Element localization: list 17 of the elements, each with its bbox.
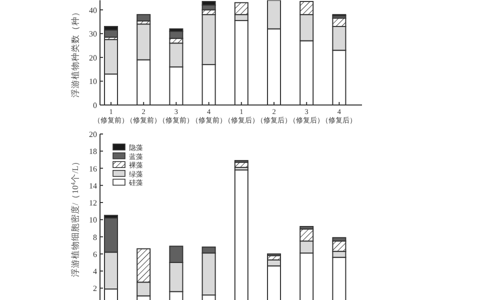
y-axis-title: 浮游植物种类数（种） [70,8,80,98]
y-tick-label: 4 [93,267,97,276]
y-tick-label: 14 [89,181,97,190]
y-tick-label: 30 [89,30,97,39]
y-tick-label: 18 [89,147,97,156]
y-tick-label: 40 [89,6,97,15]
y-tick-label: 16 [89,164,97,174]
y-tick-label: 12 [89,198,97,208]
y-tick-label: 10 [89,77,97,86]
y-tick-label: 0 [93,101,97,110]
y-tick-label: 20 [89,53,97,62]
y-tick-label: 20 [89,130,97,139]
y-tick-label: 10 [89,216,97,225]
y-tick-label: 2 [93,284,97,294]
y-tick-label: 6 [93,250,97,259]
bar [136,14,151,22]
y-tick-label: 8 [93,232,97,242]
